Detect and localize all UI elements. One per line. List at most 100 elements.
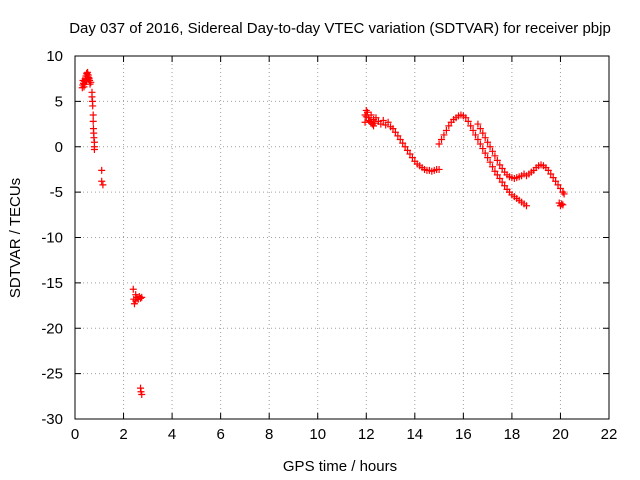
data-point [138,390,146,398]
y-axis-label: SDTVAR / TECUs [7,178,24,298]
x-tick-label: 16 [455,426,472,443]
series-isolated-2 [129,285,146,308]
x-tick-label: 20 [552,426,569,443]
data-point [367,118,375,126]
data-point [493,156,501,164]
data-point [370,122,378,130]
x-tick-label: 0 [71,426,79,443]
x-tick-label: 6 [216,426,224,443]
data-point [476,125,484,133]
data-point [486,158,494,166]
y-tick-label: 10 [46,48,63,65]
y-tick-label: -15 [41,275,63,292]
data-point [484,154,492,162]
data-point [401,143,409,151]
series-cluster-start [78,68,95,92]
data-point [389,125,397,133]
data-point [396,135,404,143]
y-tick-label: 0 [55,139,63,156]
x-axis-label: GPS time / hours [283,458,397,475]
data-point [384,118,392,126]
data-point [484,138,492,146]
series-arc-16-20 [474,120,568,198]
chart-title: Day 037 of 2016, Sidereal Day-to-day VTE… [69,20,611,37]
data-point [440,131,448,139]
x-tick-label: 22 [601,426,618,443]
data-point [87,78,95,86]
x-tick-label: 2 [119,426,127,443]
x-tick-label: 14 [406,426,423,443]
data-point [438,135,446,143]
data-point [442,126,450,134]
data-point [129,285,137,293]
data-point [379,116,387,124]
data-point [406,150,414,158]
data-point [554,181,562,189]
data-point [137,294,145,302]
data-point [132,291,140,299]
axis-tick-labels: 0 2 4 6 8 10 12 14 16 18 20 22 -30 -25 -20 -15 -10 -5 0 5 10 [41,48,617,443]
data-point [362,106,370,114]
data-point [556,184,564,192]
data-point [435,165,443,173]
data-point [560,190,568,198]
y-tick-label: -30 [41,411,63,428]
data-point [462,114,470,122]
data-point [476,140,484,148]
series-isolated-end [555,199,567,210]
y-tick-label: -5 [50,184,63,201]
data-point [488,163,496,171]
series-drop-start [88,88,98,153]
data-point [469,126,477,134]
data-point [404,146,412,154]
data-point [498,165,506,173]
data-point [98,166,106,174]
data-point [522,202,530,210]
data-point [552,177,560,185]
data-points [78,68,568,398]
data-point [479,129,487,137]
data-point [361,118,369,126]
data-point [474,135,482,143]
data-point [496,175,504,183]
axis-ticks [74,55,610,420]
data-point [85,75,93,83]
data-point [549,174,557,182]
data-point [138,293,146,301]
data-point [491,152,499,160]
data-point [80,80,88,88]
data-point [391,128,399,136]
grid [75,56,609,419]
data-point [464,117,472,125]
data-point [90,145,98,153]
data-point [467,122,475,130]
data-point [89,102,97,110]
series-arc-12-15 [361,106,443,175]
data-point [377,120,385,128]
data-point [363,108,371,116]
data-point [493,171,501,179]
y-tick-label: -25 [41,366,63,383]
data-point [98,177,106,185]
data-point [372,114,380,122]
data-point [394,132,402,140]
y-tick-label: 5 [55,93,63,110]
data-point [445,122,453,130]
x-tick-label: 18 [504,426,521,443]
x-tick-label: 10 [309,426,326,443]
data-point [479,145,487,153]
data-point [559,201,567,209]
data-point [491,167,499,175]
y-tick-label: -20 [41,320,63,337]
x-tick-label: 4 [168,426,176,443]
data-point [488,147,496,155]
data-point [99,181,107,189]
data-point [558,200,566,208]
x-tick-label: 12 [358,426,375,443]
x-tick-label: 8 [265,426,273,443]
data-point [498,178,506,186]
data-point [472,131,479,139]
data-point [501,182,509,190]
series-isolated-3 [137,384,146,398]
data-point [408,154,416,162]
